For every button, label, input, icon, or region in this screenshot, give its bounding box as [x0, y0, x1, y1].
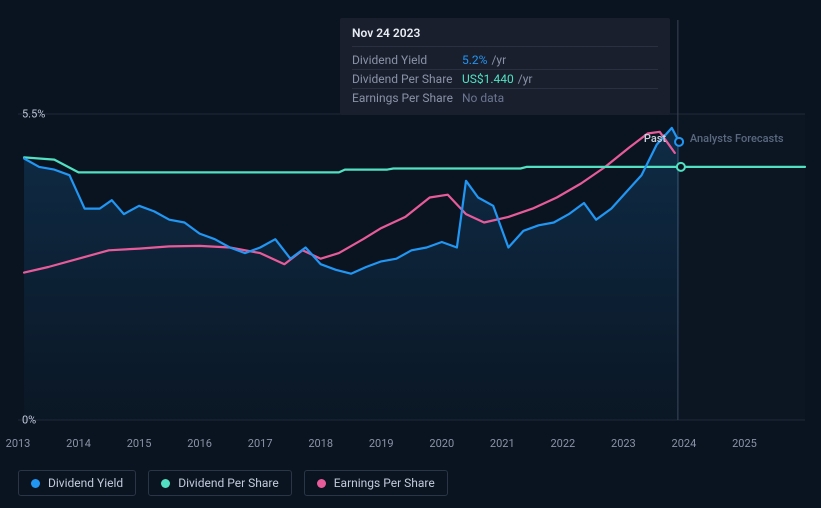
legend-label: Earnings Per Share: [334, 476, 435, 490]
legend-label: Dividend Per Share: [178, 476, 279, 490]
tooltip-row-suffix: /yr: [518, 72, 533, 86]
tooltip-row-suffix: /yr: [491, 53, 506, 67]
x-tick-label: 2020: [429, 437, 454, 450]
legend-swatch: [31, 479, 40, 488]
tooltip-row: Earnings Per ShareNo data: [352, 89, 658, 107]
y-tick-label: 0%: [22, 414, 36, 427]
x-tick-label: 2015: [127, 437, 152, 450]
x-tick-label: 2017: [248, 437, 273, 450]
x-tick-label: 2024: [672, 437, 697, 450]
x-tick-label: 2022: [550, 437, 575, 450]
tooltip-row-value: US$1.440: [462, 72, 514, 86]
tooltip-row: Dividend Per ShareUS$1.440/yr: [352, 70, 658, 89]
tooltip-row-label: Earnings Per Share: [352, 91, 462, 105]
tooltip-date: Nov 24 2023: [352, 26, 658, 47]
y-tick-label: 5.5%: [22, 108, 45, 121]
chart-tooltip: Nov 24 2023 Dividend Yield5.2%/yrDividen…: [340, 18, 670, 115]
tooltip-row-label: Dividend Per Share: [352, 72, 462, 86]
forecast-label: Analysts Forecasts: [690, 132, 784, 145]
chart-legend: Dividend Yield Dividend Per Share Earnings…: [18, 470, 448, 496]
x-tick-label: 2018: [308, 437, 333, 450]
past-label: Past: [644, 132, 666, 145]
legend-item[interactable]: Dividend Per Share: [148, 470, 292, 496]
x-tick-label: 2013: [6, 437, 31, 450]
legend-item[interactable]: Dividend Yield: [18, 470, 136, 496]
x-tick-label: 2025: [732, 437, 757, 450]
legend-item[interactable]: Earnings Per Share: [304, 470, 448, 496]
x-tick-label: 2019: [369, 437, 394, 450]
tooltip-row-label: Dividend Yield: [352, 53, 462, 67]
legend-label: Dividend Yield: [48, 476, 123, 490]
tooltip-row-value: 5.2%: [462, 53, 487, 67]
tooltip-row-value: No data: [462, 91, 504, 105]
tooltip-row: Dividend Yield5.2% /yr: [352, 51, 658, 70]
x-tick-label: 2014: [66, 437, 91, 450]
x-tick-label: 2021: [490, 437, 515, 450]
legend-swatch: [161, 479, 170, 488]
x-tick-label: 2016: [187, 437, 212, 450]
x-tick-label: 2023: [611, 437, 636, 450]
dividend-chart: 0% 5.5% 2013 2014 2015 2016 2017 2018 2019 2020 2…: [0, 0, 821, 508]
legend-swatch: [317, 479, 326, 488]
